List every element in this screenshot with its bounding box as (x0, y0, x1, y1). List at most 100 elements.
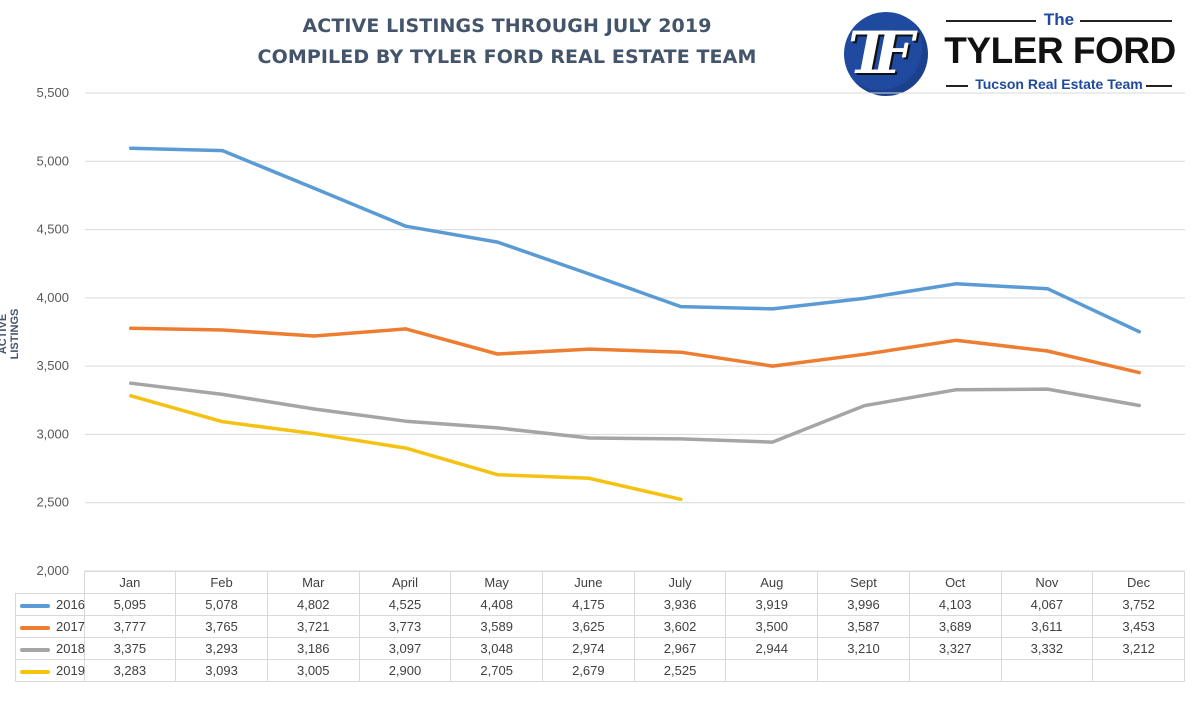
logo-rule (1146, 85, 1172, 87)
data-label: 3,005 (266, 659, 360, 682)
data-label: 3,500 (725, 615, 819, 638)
x-tick-label: May (450, 571, 544, 594)
table-corner (15, 571, 84, 594)
data-point-2017-Aug (770, 364, 775, 368)
data-label: 3,283 (83, 659, 177, 682)
data-label: 2,900 (358, 659, 452, 682)
data-label: 3,602 (633, 615, 727, 638)
logo-circle (844, 12, 928, 96)
data-label: 5,095 (83, 593, 177, 616)
table-header-row: Jan Feb Mar April May June July Aug Sept Oct Nov De… (15, 571, 1185, 594)
data-label: 3,777 (83, 615, 177, 638)
y-tick-label: 5,500 (36, 85, 69, 100)
series-line-2016 (129, 146, 1141, 334)
data-point-2017-Feb (220, 328, 225, 332)
data-label: 5,078 (175, 593, 268, 616)
data-point-2018-Sept (862, 404, 866, 408)
legend-label: 2018 (56, 641, 85, 656)
data-label (817, 659, 910, 682)
table-row: 2017 3,777 3,765 3,721 3,773 3,589 3,625 3,602 3… (15, 615, 1185, 638)
data-label: 3,936 (633, 593, 727, 616)
data-point-2016-April (404, 224, 408, 228)
data-label: 4,802 (266, 593, 360, 616)
x-tick-label: Dec (1092, 571, 1185, 594)
data-point-2019-April (404, 446, 408, 450)
data-label: 3,587 (817, 615, 910, 638)
data-label: 3,625 (542, 615, 635, 638)
series-line-2017 (129, 326, 1141, 375)
data-label: 4,408 (450, 593, 544, 616)
legend-key-2018 (20, 647, 50, 652)
data-point-2018-May (495, 426, 500, 430)
data-label: 3,765 (175, 615, 268, 638)
data-point-2016-Aug (770, 307, 775, 311)
data-point-2018-Oct (954, 388, 958, 392)
y-tick-label: 2,500 (36, 495, 69, 510)
data-label: 3,773 (358, 615, 452, 638)
x-tick-label: July (633, 571, 727, 594)
data-label: 3,375 (83, 637, 177, 660)
x-tick-label: Sept (817, 571, 910, 594)
data-label: 3,093 (175, 659, 268, 682)
data-label: 4,525 (358, 593, 452, 616)
data-label: 4,175 (542, 593, 635, 616)
data-label: 2,525 (633, 659, 727, 682)
data-label (725, 659, 819, 682)
data-point-2018-June (587, 436, 591, 440)
data-label: 3,721 (266, 615, 360, 638)
data-point-2018-Nov (1045, 387, 1050, 391)
data-point-2017-Nov (1045, 349, 1050, 353)
data-label: 3,097 (358, 637, 452, 660)
data-label (1000, 659, 1094, 682)
data-label: 3,752 (1092, 593, 1185, 616)
logo-monogram: TF (848, 19, 914, 87)
legend-label: 2016 (56, 597, 85, 612)
data-point-2016-Nov (1045, 287, 1050, 291)
x-tick-label: June (542, 571, 635, 594)
chart-title: ACTIVE LISTINGS THROUGH JULY 2019 (302, 15, 712, 37)
data-label (1092, 659, 1185, 682)
data-point-2017-June (587, 347, 591, 351)
data-point-2019-June (587, 476, 591, 480)
x-tick-label: Nov (1000, 571, 1094, 594)
data-label: 2,705 (450, 659, 544, 682)
legend-key-2019 (20, 669, 50, 674)
x-tick-label: April (358, 571, 452, 594)
data-label: 3,186 (266, 637, 360, 660)
data-label: 3,212 (1092, 637, 1185, 660)
data-point-2016-Feb (220, 149, 225, 153)
data-point-2016-May (495, 240, 500, 244)
data-point-2018-Jan (129, 381, 133, 385)
data-point-2018-July (679, 437, 683, 441)
table-row: 2018 3,375 3,293 3,186 3,097 3,048 2,974 2,967 2… (15, 637, 1185, 660)
data-point-2017-Oct (954, 338, 958, 342)
data-point-2017-May (495, 352, 500, 356)
data-label: 3,919 (725, 593, 819, 616)
data-label: 4,067 (1000, 593, 1094, 616)
data-label: 3,996 (817, 593, 910, 616)
data-point-2019-May (495, 473, 500, 477)
y-tick-label: 5,000 (36, 153, 69, 168)
data-label: 3,293 (175, 637, 268, 660)
y-tick-label: 4,500 (36, 222, 69, 237)
data-point-2016-Dec (1137, 330, 1141, 334)
data-label: 3,327 (908, 637, 1002, 660)
data-label: 2,967 (633, 637, 727, 660)
data-label: 3,689 (908, 615, 1002, 638)
data-point-2017-Mar (312, 334, 316, 338)
logo-the: The (1043, 10, 1075, 29)
data-point-2018-Aug (770, 440, 775, 444)
y-tick-label: 3,500 (36, 358, 69, 373)
legend-label: 2019 (56, 663, 85, 678)
x-tick-label: Aug (725, 571, 819, 594)
data-label: 3,210 (817, 637, 910, 660)
table-row: 2016 5,095 5,078 4,802 4,525 4,408 4,175 3,936 3… (15, 593, 1185, 616)
data-label (908, 659, 1002, 682)
data-point-2019-Jan (129, 394, 133, 398)
legend-key-2016 (20, 603, 50, 608)
data-point-2017-Sept (862, 352, 866, 356)
data-point-2016-Jan (129, 146, 133, 150)
data-point-2017-April (404, 327, 408, 331)
legend-entry-2017: 2017 (15, 615, 85, 638)
x-tick-label: Mar (266, 571, 360, 594)
